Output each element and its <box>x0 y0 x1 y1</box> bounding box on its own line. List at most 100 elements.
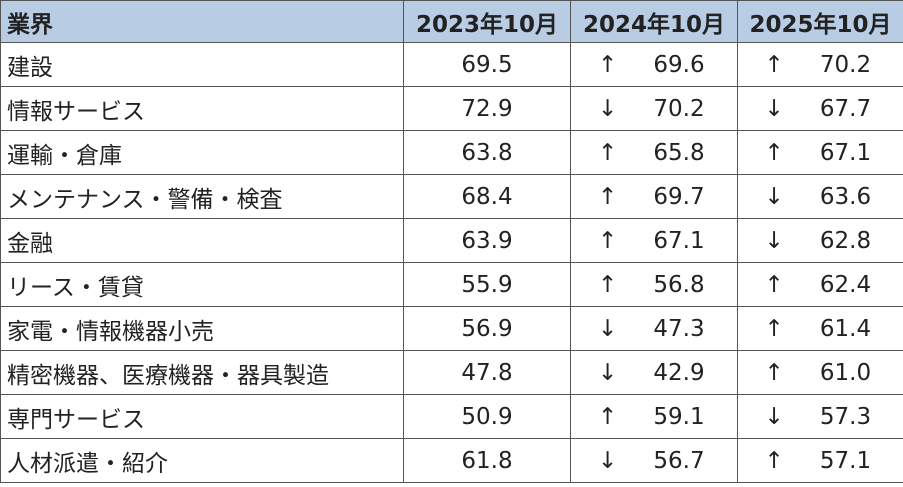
value: 56.8 <box>653 271 705 298</box>
table-row: 運輸・倉庫 63.8 ↑ 65.8 ↑ 67.1 <box>0 130 903 175</box>
value-cell: 63.8 <box>403 130 571 175</box>
table-row: メンテナンス・警備・検査 68.4 ↑ 69.7 ↓ 63.6 <box>0 174 903 219</box>
value-cell: ↑ 69.7 <box>570 174 738 219</box>
value-cell: ↑ 69.6 <box>570 42 738 87</box>
industry-cell: 人材派遣・紹介 <box>0 438 404 483</box>
value: 42.9 <box>653 359 705 386</box>
value-cell: ↑ 67.1 <box>737 130 903 175</box>
value-cell: ↓ 63.6 <box>737 174 903 219</box>
table-row: 情報サービス 72.9 ↓ 70.2 ↓ 67.7 <box>0 86 903 131</box>
value: 47.3 <box>653 315 705 342</box>
trend-arrow: ↑ <box>764 51 784 78</box>
value-cell: 68.4 <box>403 174 571 219</box>
value: 61.4 <box>819 315 872 342</box>
value: 69.7 <box>653 183 705 210</box>
value-cell: ↑ 56.8 <box>570 262 738 307</box>
value-cell: ↓ 42.9 <box>570 350 738 395</box>
value-pair: ↓ 56.7 <box>572 447 737 474</box>
trend-arrow: ↑ <box>598 139 618 166</box>
trend-arrow: ↓ <box>764 403 784 430</box>
value-pair: ↑ 62.4 <box>739 271 903 298</box>
value: 57.3 <box>819 403 872 430</box>
value: 59.1 <box>653 403 705 430</box>
trend-arrow: ↓ <box>598 447 618 474</box>
value-pair: ↑ 61.0 <box>739 360 903 386</box>
value-pair: ↑ 57.1 <box>739 447 903 474</box>
industry-cell: 家電・情報機器小売 <box>0 306 404 351</box>
value-pair: ↓ 47.3 <box>572 315 737 342</box>
industry-cell: 金融 <box>0 218 404 263</box>
value-pair: ↑ 70.2 <box>739 51 903 78</box>
industry-cell: 精密機器、医療機器・器具製造 <box>0 350 404 395</box>
industry-cell: メンテナンス・警備・検査 <box>0 174 404 219</box>
value: 67.1 <box>653 227 705 254</box>
value-cell: ↑ 62.4 <box>737 262 903 307</box>
value-cell: ↓ 67.7 <box>737 86 903 131</box>
value-pair: ↓ 67.7 <box>739 95 903 122</box>
trend-arrow: ↑ <box>598 271 618 298</box>
trend-arrow: ↓ <box>764 95 784 122</box>
value-pair: ↓ 63.6 <box>739 183 903 210</box>
value-cell: 47.8 <box>403 350 571 395</box>
trend-arrow: ↓ <box>764 183 784 210</box>
trend-arrow: ↑ <box>598 227 618 254</box>
value-pair: ↑ 56.8 <box>572 271 737 298</box>
trend-arrow: ↑ <box>598 183 618 210</box>
trend-arrow: ↑ <box>598 51 618 78</box>
value: 63.6 <box>819 183 872 210</box>
table-row: 人材派遣・紹介 61.8 ↓ 56.7 ↑ 57.1 <box>0 438 903 483</box>
value-pair: ↑ 61.4 <box>739 315 903 342</box>
value-pair: ↑ 59.1 <box>572 403 737 430</box>
value-cell: 61.8 <box>403 438 571 483</box>
value-cell: ↑ 61.0 <box>737 350 903 395</box>
value-cell: ↑ 65.8 <box>570 130 738 175</box>
value: 57.1 <box>819 447 872 474</box>
table-row: 精密機器、医療機器・器具製造 47.8 ↓ 42.9 ↑ 61.0 <box>0 350 903 395</box>
trend-arrow: ↓ <box>598 359 618 386</box>
value-pair: ↑ 65.8 <box>572 139 737 166</box>
value: 67.7 <box>819 95 872 122</box>
value: 69.6 <box>653 51 705 78</box>
value-cell: 50.9 <box>403 394 571 439</box>
industry-cell: 建設 <box>0 42 404 87</box>
value-cell: ↓ 57.3 <box>737 394 903 439</box>
value-cell: ↓ 47.3 <box>570 306 738 351</box>
value: 70.2 <box>653 95 705 122</box>
table-row: 家電・情報機器小売 56.9 ↓ 47.3 ↑ 61.4 <box>0 306 903 351</box>
value-cell: ↓ 70.2 <box>570 86 738 131</box>
table-row: 建設 69.5 ↑ 69.6 ↑ 70.2 <box>0 42 903 87</box>
value: 56.7 <box>653 447 705 474</box>
value-cell: 72.9 <box>403 86 571 131</box>
value: 65.8 <box>653 139 705 166</box>
trend-arrow: ↓ <box>598 95 618 122</box>
trend-arrow: ↑ <box>598 403 618 430</box>
industry-cell: 運輸・倉庫 <box>0 130 404 175</box>
value-cell: 63.9 <box>403 218 571 263</box>
header-cell: 2023年10月 <box>403 0 571 43</box>
trend-arrow: ↓ <box>764 227 784 254</box>
value: 62.8 <box>819 227 872 254</box>
table-row: 金融 63.9 ↑ 67.1 ↓ 62.8 <box>0 218 903 263</box>
value: 67.1 <box>819 139 872 166</box>
value-cell: 55.9 <box>403 262 571 307</box>
value-pair: ↑ 69.7 <box>572 183 737 210</box>
industry-cell: 情報サービス <box>0 86 404 131</box>
value-pair: ↓ 42.9 <box>572 359 737 386</box>
trend-arrow: ↑ <box>764 447 784 474</box>
trend-arrow: ↑ <box>764 271 784 298</box>
table-body: 建設 69.5 ↑ 69.6 ↑ 70.2 情報サービス 72.9 ↓ 70.2 ↓ 67.7 運輸・倉… <box>0 42 903 483</box>
value-cell: 56.9 <box>403 306 571 351</box>
trend-arrow: ↓ <box>598 315 618 342</box>
value-cell: ↑ 61.4 <box>737 306 903 351</box>
value-cell: ↓ 62.8 <box>737 218 903 263</box>
value-pair: ↑ 67.1 <box>739 139 903 166</box>
value-pair: ↑ 69.6 <box>572 51 737 78</box>
header-row: 業界 2023年10月 2024年10月 2025年10月 <box>0 0 903 43</box>
value-pair: ↓ 57.3 <box>739 403 903 430</box>
value-cell: ↑ 57.1 <box>737 438 903 483</box>
industry-cell: リース・賃貸 <box>0 262 404 307</box>
industry-cell: 専門サービス <box>0 394 404 439</box>
trend-arrow: ↑ <box>764 139 784 166</box>
